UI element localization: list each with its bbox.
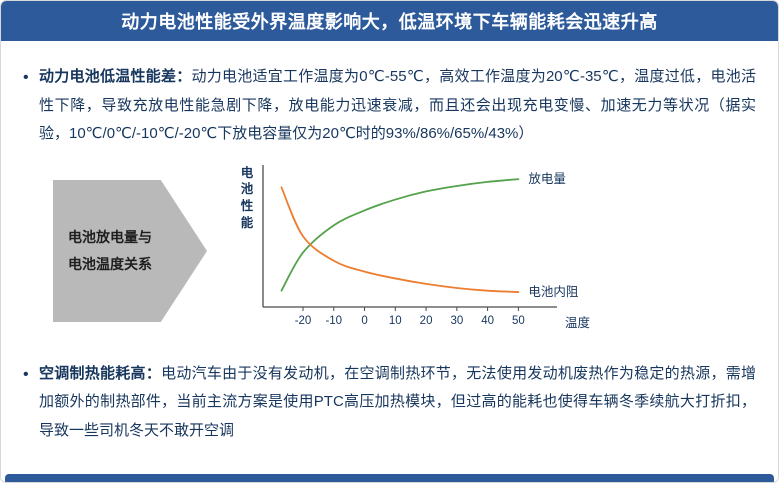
next-section-header-edge <box>5 474 774 482</box>
svg-text:20: 20 <box>420 315 433 327</box>
svg-text:10: 10 <box>389 315 402 327</box>
svg-text:放电量: 放电量 <box>528 171 566 186</box>
battery-performance-chart: 电池性能 -20 -10 0 10 20 30 40 50 放电量电池内阻 温度 <box>223 159 623 344</box>
bullet-dot: • <box>23 365 29 383</box>
bullet-body-text: 电动汽车由于没有发动机，在空调制热环节，无法使用发动机废热作为稳定的热源，需增加… <box>39 364 756 439</box>
svg-text:电池内阻: 电池内阻 <box>528 285 579 299</box>
bullet-hvac-energy: • 空调制热能耗高：电动汽车由于没有发动机，在空调制热环节，无法使用发动机废热作… <box>23 360 756 446</box>
bullet-paragraph: 空调制热能耗高：电动汽车由于没有发动机，在空调制热环节，无法使用发动机废热作为稳… <box>39 360 756 446</box>
arrow-callout-shape: 电池放电量与 电池温度关系 <box>53 180 207 322</box>
arrow-label-line2: 电池温度关系 <box>67 256 152 272</box>
chart-y-axis-label: 电池性能 <box>240 165 254 231</box>
chart-x-axis-label: 温度 <box>565 315 591 330</box>
battery-temperature-diagram: 电池放电量与 电池温度关系 电池性能 -20 -10 0 10 20 30 40 50 放电量电… <box>53 159 756 344</box>
svg-text:0: 0 <box>361 315 367 327</box>
slide-body: • 动力电池低温性能差：动力电池适宜工作温度为0℃-55℃，高效工作温度为20℃… <box>1 41 778 445</box>
bullet-label: 动力电池低温性能差： <box>39 68 192 85</box>
arrow-callout-label: 电池放电量与 电池温度关系 <box>68 224 192 277</box>
bullet-body-text: 动力电池适宜工作温度为0℃-55℃，高效工作温度为20℃-35℃，温度过低，电池… <box>39 68 756 142</box>
bullet-paragraph: 动力电池低温性能差：动力电池适宜工作温度为0℃-55℃，高效工作温度为20℃-3… <box>39 63 756 149</box>
slide-title: 动力电池性能受外界温度影响大，低温环境下车辆能耗会迅速升高 <box>121 12 658 32</box>
svg-text:50: 50 <box>512 315 525 327</box>
svg-text:-10: -10 <box>325 315 342 327</box>
arrow-label-line1: 电池放电量与 <box>67 229 152 246</box>
svg-text:40: 40 <box>481 315 494 327</box>
svg-text:-20: -20 <box>295 315 312 327</box>
slide-title-banner: 动力电池性能受外界温度影响大，低温环境下车辆能耗会迅速升高 <box>1 1 778 41</box>
bullet-battery-low-temp: • 动力电池低温性能差：动力电池适宜工作温度为0℃-55℃，高效工作温度为20℃… <box>23 63 756 149</box>
svg-text:30: 30 <box>450 315 463 327</box>
bullet-dot: • <box>23 69 29 86</box>
bullet-label: 空调制热能耗高： <box>39 364 162 382</box>
